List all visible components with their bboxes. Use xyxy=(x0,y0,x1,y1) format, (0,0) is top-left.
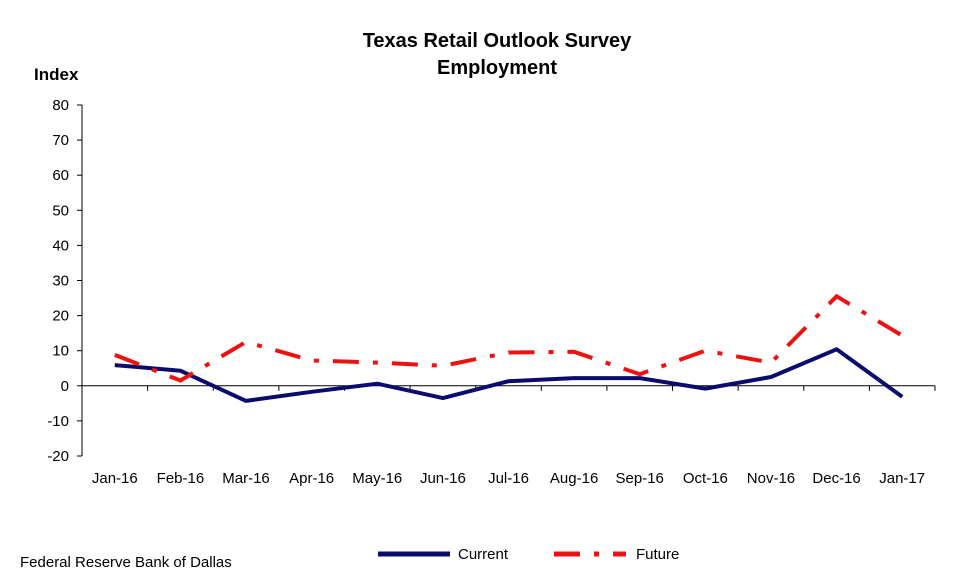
y-tick-label: 40 xyxy=(52,237,69,254)
x-tick-label: Aug-16 xyxy=(550,470,598,487)
x-tick-label: Apr-16 xyxy=(289,470,334,487)
y-tick-label: 0 xyxy=(61,378,69,395)
y-tick-label: 60 xyxy=(52,167,69,184)
series-line-future xyxy=(114,293,904,383)
chart-subtitle: Employment xyxy=(437,57,557,79)
x-tick-label: Nov-16 xyxy=(747,470,795,487)
x-tick-label: Jun-16 xyxy=(420,470,466,487)
y-tick-label: 50 xyxy=(52,202,69,219)
y-tick-label: 30 xyxy=(52,273,69,290)
x-tick-label: Jul-16 xyxy=(488,470,529,487)
chart-title: Texas Retail Outlook Survey xyxy=(363,30,632,52)
y-axis-unit-label: Index xyxy=(34,65,79,84)
y-tick-label: -20 xyxy=(47,448,69,465)
x-tick-label: Dec-16 xyxy=(812,470,860,487)
x-tick-label: Oct-16 xyxy=(683,470,728,487)
series-lines xyxy=(114,293,904,403)
axes: -20 -10 0 10 20 30 40 50 60 70 80 Jan-16 Feb-16 Mar-1… xyxy=(47,97,936,487)
x-tick-label: May-16 xyxy=(352,470,402,487)
y-tick-label: -10 xyxy=(47,413,69,430)
y-tick-label: 10 xyxy=(52,343,69,360)
series-line-current xyxy=(114,347,904,403)
legend-future-label: Future xyxy=(636,546,679,563)
x-tick-label: Jan-17 xyxy=(879,470,925,487)
x-tick-label: Jan-16 xyxy=(92,470,138,487)
y-tick-label: 70 xyxy=(52,132,69,149)
x-tick-label: Mar-16 xyxy=(222,470,270,487)
x-tick-label: Feb-16 xyxy=(157,470,205,487)
x-tick-label: Sep-16 xyxy=(616,470,664,487)
source-note: Federal Reserve Bank of Dallas xyxy=(20,554,232,571)
y-tick-label: 20 xyxy=(52,308,69,325)
legend-current-label: Current xyxy=(458,546,509,563)
y-tick-label: 80 xyxy=(52,97,69,114)
legend: Current Future xyxy=(378,546,679,563)
